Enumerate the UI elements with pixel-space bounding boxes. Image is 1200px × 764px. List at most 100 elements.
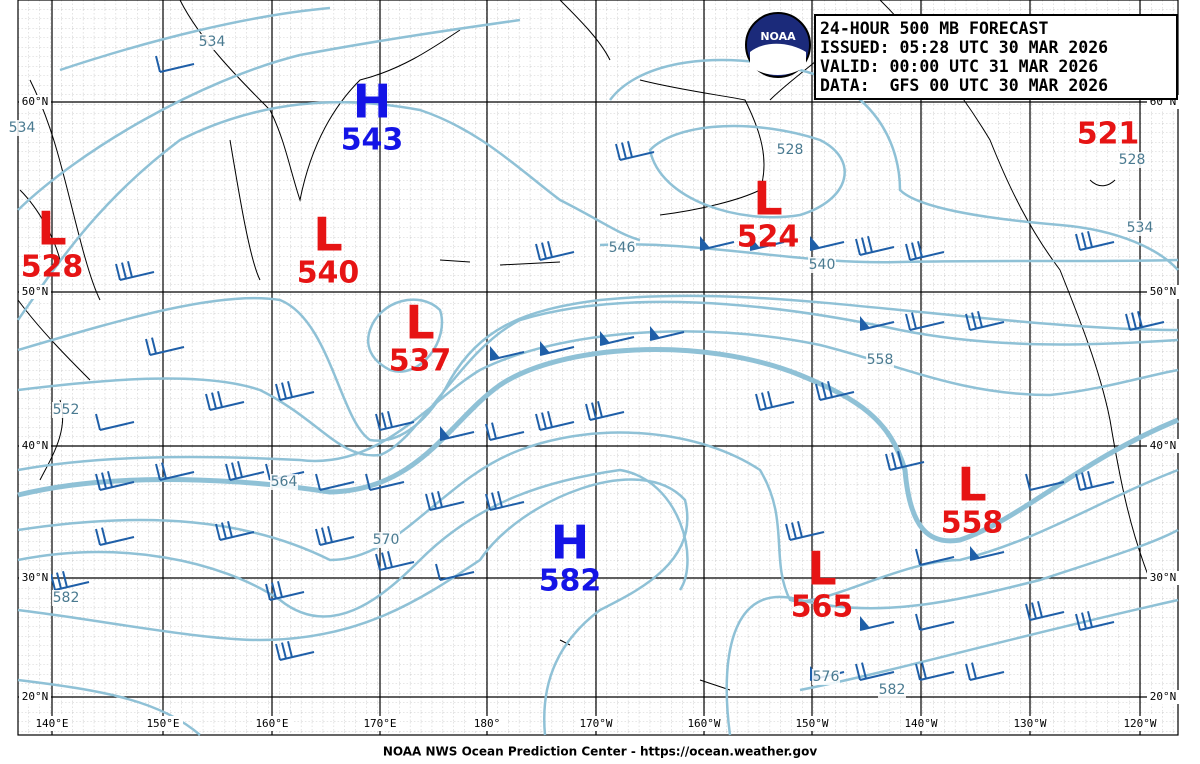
barb-feather xyxy=(271,582,277,599)
barb-feather xyxy=(365,473,371,491)
barb-feather xyxy=(287,380,293,398)
barb-feather xyxy=(225,463,231,481)
barb-feather xyxy=(867,235,873,253)
contour-label-bg xyxy=(270,474,298,490)
contour-label-bg xyxy=(1126,220,1154,236)
barb-feather xyxy=(1087,470,1093,488)
center-letter: L xyxy=(313,208,342,262)
barb-feather xyxy=(275,643,281,661)
barb-feather xyxy=(155,55,161,73)
contour-label-bg xyxy=(812,669,840,685)
barb-feather xyxy=(227,520,233,538)
barb-feather xyxy=(767,390,773,408)
lat-label: 60°N xyxy=(22,95,49,108)
barb-feather xyxy=(905,243,911,261)
lon-label-box xyxy=(1010,716,1050,731)
contour-label-bg xyxy=(372,532,400,548)
barb-feather xyxy=(535,413,541,431)
center-value: 537 xyxy=(389,344,452,379)
contour-label-bg xyxy=(1118,152,1146,168)
barb-feather xyxy=(965,663,971,681)
contour-label-bg xyxy=(52,590,80,606)
contour-label: 528 xyxy=(777,142,804,158)
barb-feather xyxy=(821,382,827,399)
barb-feather xyxy=(381,552,387,569)
header-line: VALID: 00:00 UTC 31 MAR 2026 xyxy=(820,57,1098,76)
barb-feather xyxy=(977,310,983,328)
lon-label: 130°W xyxy=(1013,717,1046,730)
contour-label-bg xyxy=(52,402,80,418)
contour-label: 528 xyxy=(1119,152,1146,168)
coordinate-labels: 60°N 60°N50°N 50°N40°N 40°N30°N 30°N20°N 20°N… xyxy=(19,95,1179,731)
contour-label-bg xyxy=(8,120,36,136)
fine-grid xyxy=(18,0,1178,735)
barb-feather xyxy=(485,423,491,441)
barb-feather xyxy=(145,338,151,356)
contour-label-bg xyxy=(776,142,804,158)
lat-label-box xyxy=(19,95,51,109)
barb-feather xyxy=(897,450,903,468)
barb-feather xyxy=(281,382,287,399)
barb-feather xyxy=(547,410,553,428)
wind-barbs xyxy=(50,55,1165,681)
lon-label: 170°W xyxy=(579,717,612,730)
barb-feather xyxy=(435,563,441,581)
contour-label: 534 xyxy=(1127,220,1154,236)
lon-label: 140°W xyxy=(904,717,937,730)
barb-feather xyxy=(215,523,221,541)
barb-feather xyxy=(761,392,767,409)
barb-feather xyxy=(281,642,287,659)
center-value: 540 xyxy=(297,256,360,291)
barb-feather xyxy=(287,640,293,658)
footer: NOAA NWS Ocean Prediction Center - https… xyxy=(383,745,817,759)
contours xyxy=(16,6,1179,736)
barb-feather xyxy=(1081,472,1087,489)
contour-label: 552 xyxy=(53,402,80,418)
lon-label-box xyxy=(467,716,507,731)
lat-label-box xyxy=(19,571,51,585)
barb-flag xyxy=(490,346,500,360)
header-line: DATA: GFS 00 UTC 30 MAR 2026 xyxy=(820,76,1108,95)
barb-shaft xyxy=(439,571,475,581)
lat-label: 30°N xyxy=(22,571,49,584)
lat-label-box xyxy=(19,439,51,453)
barb-feather xyxy=(1087,230,1093,248)
center-letter: L xyxy=(37,202,66,256)
barb-feather xyxy=(277,580,283,598)
barb-feather xyxy=(155,463,161,481)
lat-label: 20°N xyxy=(1150,690,1177,703)
contour-label-bg xyxy=(198,34,226,50)
barb-feather xyxy=(911,242,917,259)
barb-feather xyxy=(791,522,797,539)
lon-label: 170°E xyxy=(363,717,396,730)
barb-feather xyxy=(211,392,217,409)
lon-label-box xyxy=(684,716,724,731)
barb-shaft xyxy=(99,421,135,431)
barb-flag xyxy=(970,546,980,560)
barb-feather xyxy=(797,520,803,538)
lon-label-box xyxy=(901,716,941,731)
map-frame xyxy=(17,0,1179,736)
barb-feather xyxy=(861,662,867,679)
barb-feather xyxy=(917,240,923,258)
contour-label: 564 xyxy=(271,474,298,490)
barb-flag xyxy=(650,326,660,340)
barb-feather xyxy=(237,460,243,478)
barb-feather xyxy=(885,453,891,471)
lon-label-box xyxy=(143,716,183,731)
barb-feather xyxy=(855,663,861,681)
contour-label-bg xyxy=(608,240,636,256)
barb-feather xyxy=(855,238,861,256)
barb-feather xyxy=(95,528,101,546)
barb-feather xyxy=(541,242,547,259)
barb-flag xyxy=(600,331,610,345)
barb-feather xyxy=(437,490,443,508)
barb-feather xyxy=(315,473,321,491)
barb-feather xyxy=(107,470,113,488)
center-letter: L xyxy=(753,172,782,226)
lon-label-box xyxy=(252,716,292,731)
lon-label-box xyxy=(32,716,72,731)
lon-label-box xyxy=(576,716,616,731)
lon-label-box xyxy=(792,716,832,731)
